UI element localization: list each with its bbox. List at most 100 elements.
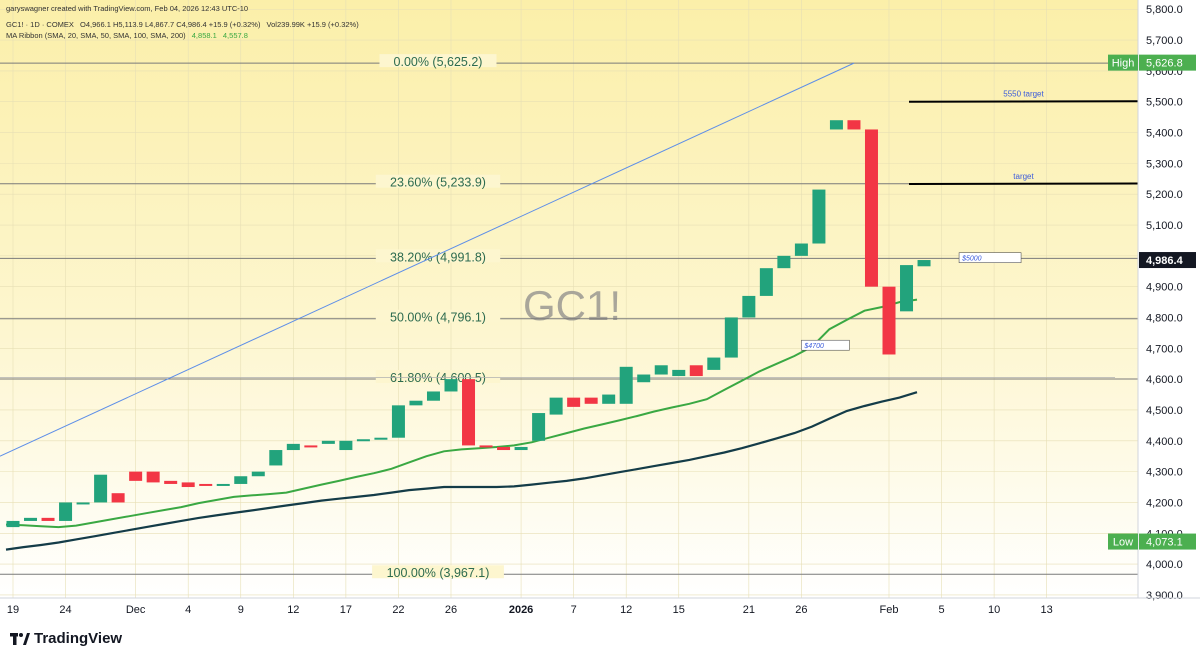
candle[interactable] (41, 0, 55, 521)
candle[interactable] (584, 0, 598, 404)
candle-body (374, 437, 388, 440)
low-value-text: 4,073.1 (1146, 537, 1183, 549)
candlesticks[interactable] (6, 0, 931, 528)
candle-body (462, 379, 476, 446)
candle[interactable] (829, 0, 843, 130)
candle[interactable] (6, 0, 20, 528)
candle[interactable] (444, 0, 458, 392)
candle[interactable] (864, 0, 878, 287)
candle[interactable] (602, 0, 616, 404)
candle[interactable] (479, 0, 493, 448)
candle-body (164, 480, 178, 484)
y-tick-label: 4,000.0 (1146, 559, 1183, 571)
candle[interactable] (619, 0, 633, 404)
grid (0, 0, 1138, 598)
candle[interactable] (812, 0, 826, 244)
candle[interactable] (76, 0, 90, 505)
candle[interactable] (234, 0, 248, 484)
ribbon-label[interactable]: MA Ribbon (SMA, 20, SMA, 50, SMA, 100, S… (6, 31, 186, 40)
candle[interactable] (339, 0, 353, 451)
candle[interactable] (409, 0, 423, 406)
target-line[interactable] (908, 100, 1139, 103)
x-tick-label: 10 (988, 604, 1000, 616)
price-note-box[interactable] (958, 252, 1022, 263)
x-tick-label: 15 (673, 604, 685, 616)
candle[interactable] (251, 0, 265, 477)
plot-background (0, 0, 1138, 598)
candle[interactable] (794, 0, 808, 256)
candle-body (234, 476, 248, 484)
time-axis[interactable] (0, 598, 1138, 622)
candle[interactable] (199, 0, 213, 486)
tradingview-logo[interactable]: TradingView (10, 630, 122, 647)
candle[interactable] (304, 0, 318, 448)
x-tick-label: 4 (185, 604, 191, 616)
annotations[interactable]: 5550 target target $5000 $4700 (801, 90, 1139, 351)
candle-body (24, 517, 38, 521)
candle[interactable] (286, 0, 300, 451)
price-axis[interactable] (1138, 0, 1200, 598)
candle[interactable] (24, 0, 38, 521)
candle[interactable] (549, 0, 563, 415)
candle[interactable] (637, 0, 651, 383)
candle[interactable] (426, 0, 440, 401)
candle[interactable] (759, 0, 773, 296)
candle[interactable] (391, 0, 405, 438)
candle[interactable] (777, 0, 791, 269)
candle[interactable] (462, 0, 476, 446)
candle[interactable] (181, 0, 195, 488)
symbol-info[interactable]: GC1! · 1D · COMEX (6, 20, 74, 29)
candle[interactable] (847, 0, 861, 130)
candle[interactable] (146, 0, 160, 483)
candle[interactable] (514, 0, 528, 451)
candle[interactable] (216, 0, 230, 486)
candle-body (286, 443, 300, 451)
trendline[interactable] (0, 62, 855, 457)
candle[interactable] (724, 0, 738, 358)
candle[interactable] (374, 0, 388, 440)
price-note-box[interactable] (801, 339, 850, 351)
candle[interactable] (129, 0, 143, 481)
candle[interactable] (567, 0, 581, 407)
candle[interactable] (532, 0, 546, 441)
price-tags: High 5,626.8 Low 4,073.1 4,986.4 (1108, 54, 1196, 550)
candle[interactable] (672, 0, 686, 377)
candle[interactable] (497, 0, 511, 451)
candle[interactable] (321, 0, 335, 444)
candle-body (917, 260, 931, 267)
candle[interactable] (917, 0, 931, 267)
candle[interactable] (900, 0, 914, 312)
candle[interactable] (707, 0, 721, 370)
candle-body (514, 446, 528, 451)
fibonacci-retracement[interactable]: 0.00% (5,625.2) 23.60% (5,233.9) 38.20% (4… (0, 54, 1138, 580)
ma-fast-line (5, 298, 918, 529)
candle[interactable] (689, 0, 703, 377)
trend-line[interactable] (0, 62, 855, 457)
candle[interactable] (742, 0, 756, 318)
x-tick-label: 26 (795, 604, 807, 616)
candle[interactable] (111, 0, 125, 503)
candle-body (181, 482, 195, 488)
x-tick-label: 7 (571, 604, 577, 616)
candle-body (777, 255, 791, 269)
candle-body (847, 120, 861, 130)
ma-slow-line (5, 391, 918, 551)
fib-label: 0.00% (5,625.2) (394, 55, 483, 69)
candle[interactable] (269, 0, 283, 466)
candle[interactable] (94, 0, 108, 503)
ohlc-values: O4,966.1 H5,113.9 L4,867.7 C4,986.4 +15.… (80, 20, 261, 29)
candle[interactable] (59, 0, 73, 521)
target-line[interactable] (908, 182, 1139, 186)
candle-body (321, 440, 335, 444)
candle-body (41, 517, 55, 521)
candle[interactable] (356, 0, 370, 442)
x-tick-label: Dec (126, 604, 146, 616)
candle-body (637, 374, 651, 383)
candle-body (216, 483, 230, 486)
x-tick-label: 2026 (509, 604, 533, 616)
candle[interactable] (654, 0, 668, 375)
candle[interactable] (882, 0, 896, 355)
candle[interactable] (164, 0, 178, 484)
candle-body (584, 397, 598, 404)
